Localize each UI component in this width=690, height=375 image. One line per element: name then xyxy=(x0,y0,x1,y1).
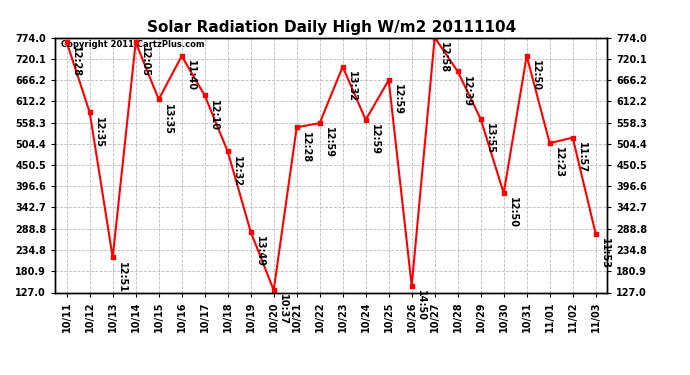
Text: 11:53: 11:53 xyxy=(600,238,610,269)
Point xyxy=(452,68,463,74)
Point xyxy=(176,53,187,59)
Text: 12:39: 12:39 xyxy=(462,75,472,106)
Text: 12:32: 12:32 xyxy=(232,156,242,187)
Point xyxy=(521,53,532,59)
Point xyxy=(245,229,256,235)
Point xyxy=(429,34,440,40)
Text: 12:23: 12:23 xyxy=(554,147,564,178)
Point xyxy=(291,124,302,130)
Title: Solar Radiation Daily High W/m2 20111104: Solar Radiation Daily High W/m2 20111104 xyxy=(146,20,516,35)
Text: 12:51: 12:51 xyxy=(117,262,127,292)
Text: 11:40: 11:40 xyxy=(186,60,196,91)
Point xyxy=(590,231,601,237)
Point xyxy=(84,110,95,116)
Point xyxy=(314,120,325,126)
Text: 12:50: 12:50 xyxy=(531,60,541,91)
Text: Copyright 2011 CartzPlus.com: Copyright 2011 CartzPlus.com xyxy=(61,40,204,49)
Text: 13:55: 13:55 xyxy=(485,123,495,154)
Point xyxy=(498,190,509,196)
Text: 12:10: 12:10 xyxy=(209,100,219,130)
Text: 12:58: 12:58 xyxy=(439,42,449,73)
Text: 13:35: 13:35 xyxy=(163,104,173,135)
Text: 12:59: 12:59 xyxy=(324,127,334,158)
Point xyxy=(61,39,72,45)
Point xyxy=(360,117,371,123)
Text: 12:28: 12:28 xyxy=(301,132,311,163)
Point xyxy=(107,254,118,260)
Text: 12:28: 12:28 xyxy=(71,46,81,78)
Point xyxy=(567,135,578,141)
Point xyxy=(199,92,210,98)
Text: 14:50: 14:50 xyxy=(416,290,426,321)
Point xyxy=(383,77,394,83)
Text: 12:59: 12:59 xyxy=(370,124,380,155)
Point xyxy=(337,64,348,70)
Point xyxy=(406,283,417,289)
Text: 12:35: 12:35 xyxy=(94,117,104,147)
Point xyxy=(268,287,279,293)
Point xyxy=(544,140,555,146)
Point xyxy=(153,96,164,102)
Text: 11:57: 11:57 xyxy=(577,142,587,173)
Text: 13:49: 13:49 xyxy=(255,236,265,267)
Text: 12:05: 12:05 xyxy=(140,46,150,77)
Point xyxy=(222,148,233,154)
Text: 12:50: 12:50 xyxy=(508,197,518,228)
Text: 13:32: 13:32 xyxy=(347,71,357,102)
Text: 12:59: 12:59 xyxy=(393,84,403,115)
Point xyxy=(475,116,486,122)
Point xyxy=(130,39,141,45)
Text: 10:37: 10:37 xyxy=(278,294,288,325)
